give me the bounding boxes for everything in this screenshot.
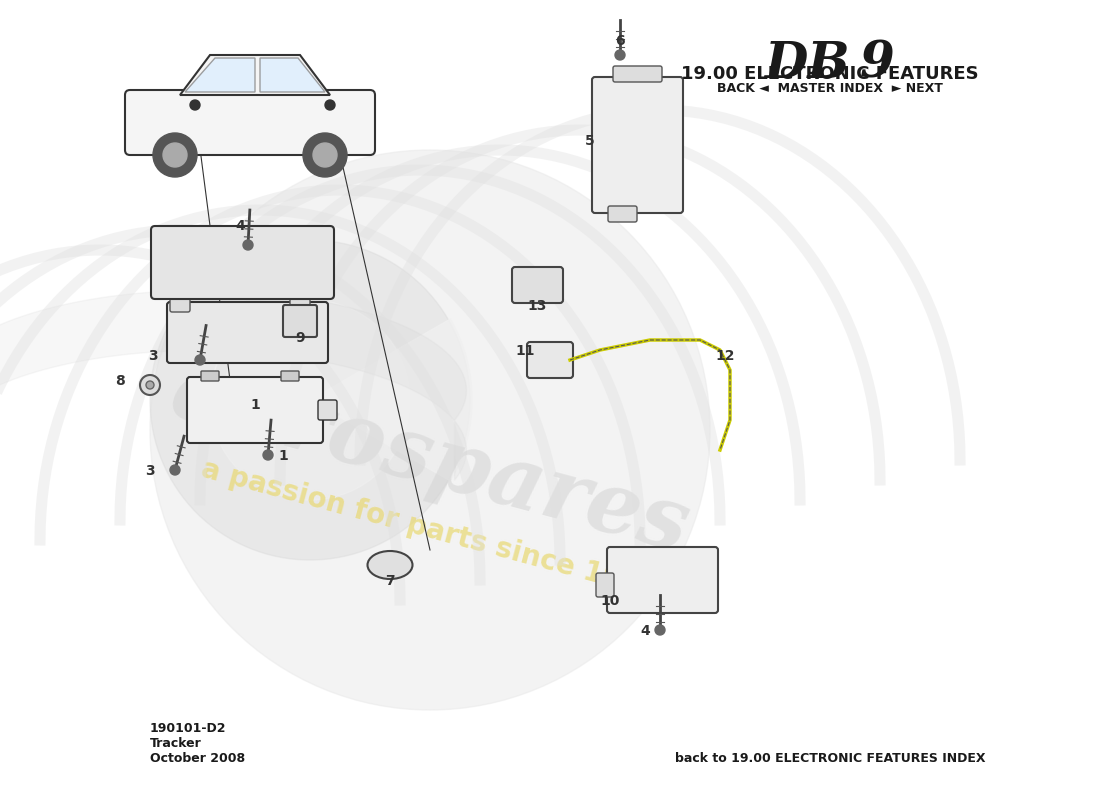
Text: 9: 9 (295, 331, 305, 345)
Circle shape (140, 375, 159, 395)
Text: 1: 1 (278, 449, 288, 463)
Text: October 2008: October 2008 (150, 752, 245, 765)
Text: 10: 10 (600, 594, 619, 608)
Text: 4: 4 (235, 219, 245, 233)
FancyBboxPatch shape (613, 66, 662, 82)
Text: 1: 1 (250, 398, 260, 412)
Text: DB: DB (764, 40, 850, 89)
Circle shape (150, 240, 470, 560)
FancyBboxPatch shape (151, 226, 334, 299)
FancyBboxPatch shape (201, 371, 219, 381)
Text: back to 19.00 ELECTRONIC FEATURES INDEX: back to 19.00 ELECTRONIC FEATURES INDEX (674, 752, 986, 765)
Text: a passion for parts since 1985: a passion for parts since 1985 (198, 455, 662, 605)
Polygon shape (180, 55, 330, 95)
FancyBboxPatch shape (187, 377, 323, 443)
Circle shape (150, 150, 710, 710)
Text: 8: 8 (116, 374, 124, 388)
Wedge shape (310, 319, 472, 481)
Circle shape (190, 100, 200, 110)
Circle shape (146, 381, 154, 389)
Text: 12: 12 (715, 349, 735, 363)
Ellipse shape (367, 551, 412, 579)
Text: BACK ◄  MASTER INDEX  ► NEXT: BACK ◄ MASTER INDEX ► NEXT (717, 82, 943, 95)
Circle shape (314, 143, 337, 167)
Circle shape (263, 450, 273, 460)
FancyBboxPatch shape (170, 296, 190, 312)
Polygon shape (185, 58, 255, 92)
Text: 5: 5 (585, 134, 595, 148)
Text: 6: 6 (615, 34, 625, 48)
Text: 9: 9 (860, 40, 895, 89)
Circle shape (302, 133, 346, 177)
Circle shape (654, 625, 666, 635)
Text: 4: 4 (640, 624, 650, 638)
Circle shape (170, 465, 180, 475)
Text: 11: 11 (515, 344, 535, 358)
Text: 19.00 ELECTRONIC FEATURES: 19.00 ELECTRONIC FEATURES (681, 65, 979, 83)
Circle shape (243, 240, 253, 250)
Circle shape (195, 355, 205, 365)
FancyBboxPatch shape (167, 302, 328, 363)
FancyBboxPatch shape (125, 90, 375, 155)
Text: Tracker: Tracker (150, 737, 201, 750)
Text: 3: 3 (148, 349, 157, 363)
Text: 13: 13 (527, 299, 547, 313)
FancyBboxPatch shape (608, 206, 637, 222)
Circle shape (324, 100, 336, 110)
Text: 3: 3 (145, 464, 155, 478)
Text: eurospares: eurospares (162, 350, 698, 570)
FancyBboxPatch shape (512, 267, 563, 303)
FancyBboxPatch shape (527, 342, 573, 378)
Circle shape (163, 143, 187, 167)
Circle shape (153, 133, 197, 177)
FancyBboxPatch shape (318, 400, 337, 420)
Text: 7: 7 (385, 574, 395, 588)
FancyBboxPatch shape (283, 305, 317, 337)
FancyBboxPatch shape (607, 547, 718, 613)
Circle shape (615, 50, 625, 60)
Text: 190101-D2: 190101-D2 (150, 722, 227, 735)
FancyBboxPatch shape (596, 573, 614, 597)
FancyBboxPatch shape (290, 296, 310, 312)
FancyBboxPatch shape (592, 77, 683, 213)
Polygon shape (260, 58, 324, 92)
FancyBboxPatch shape (280, 371, 299, 381)
Circle shape (210, 300, 410, 500)
